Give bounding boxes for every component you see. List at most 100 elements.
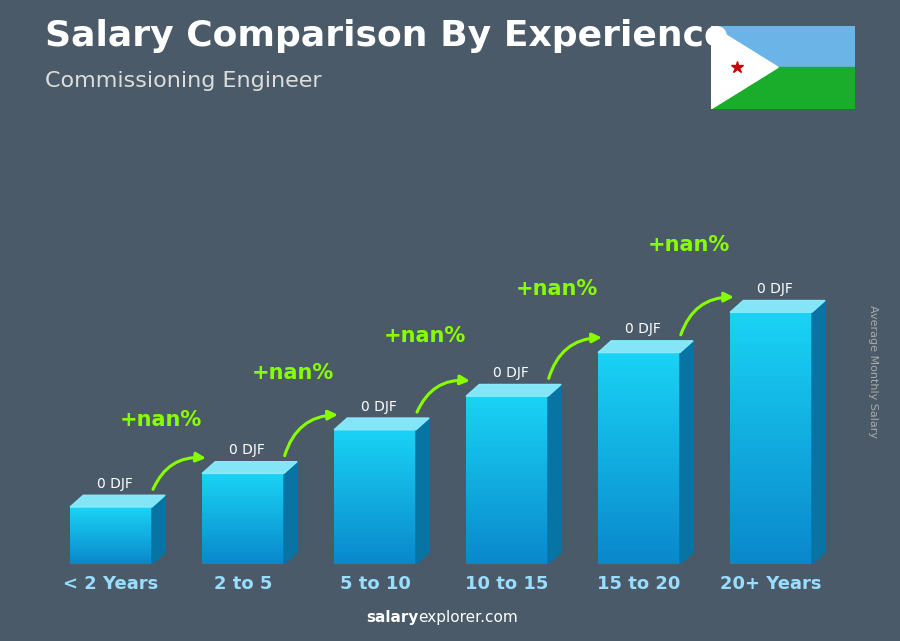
- Polygon shape: [680, 341, 693, 564]
- Bar: [730, 493, 812, 497]
- Bar: [202, 532, 284, 534]
- Polygon shape: [598, 341, 693, 353]
- Bar: [202, 552, 284, 553]
- Bar: [730, 371, 812, 375]
- Bar: [598, 515, 680, 518]
- Polygon shape: [466, 385, 561, 396]
- Bar: [202, 492, 284, 493]
- Bar: [202, 508, 284, 510]
- Bar: [730, 543, 812, 547]
- Bar: [70, 538, 152, 539]
- Bar: [334, 470, 416, 472]
- Bar: [334, 506, 416, 508]
- Bar: [730, 367, 812, 371]
- Polygon shape: [711, 26, 778, 109]
- Bar: [70, 522, 152, 523]
- Bar: [466, 558, 548, 562]
- Bar: [70, 549, 152, 550]
- Bar: [730, 526, 812, 531]
- Bar: [202, 490, 284, 492]
- Bar: [202, 506, 284, 508]
- Text: 0 DJF: 0 DJF: [757, 282, 793, 296]
- Bar: [334, 461, 416, 463]
- Bar: [730, 535, 812, 539]
- Bar: [202, 487, 284, 488]
- Bar: [334, 481, 416, 483]
- Bar: [202, 510, 284, 512]
- Bar: [202, 547, 284, 549]
- Bar: [466, 402, 548, 404]
- Bar: [202, 537, 284, 538]
- Bar: [70, 553, 152, 554]
- Bar: [334, 443, 416, 445]
- Bar: [70, 541, 152, 542]
- Bar: [466, 522, 548, 525]
- Bar: [466, 472, 548, 474]
- Bar: [70, 540, 152, 541]
- Bar: [202, 531, 284, 532]
- Bar: [334, 492, 416, 495]
- Bar: [730, 472, 812, 476]
- Bar: [598, 476, 680, 479]
- Bar: [466, 452, 548, 455]
- Bar: [598, 518, 680, 522]
- Bar: [334, 441, 416, 443]
- Text: Commissioning Engineer: Commissioning Engineer: [45, 71, 321, 90]
- Bar: [334, 486, 416, 488]
- Bar: [202, 488, 284, 490]
- Bar: [202, 542, 284, 543]
- Bar: [334, 549, 416, 551]
- Bar: [202, 496, 284, 497]
- Bar: [730, 442, 812, 447]
- Bar: [202, 514, 284, 516]
- Bar: [598, 409, 680, 413]
- Bar: [730, 337, 812, 342]
- Bar: [730, 480, 812, 485]
- Bar: [466, 497, 548, 500]
- Bar: [598, 433, 680, 437]
- Bar: [466, 433, 548, 435]
- Bar: [598, 423, 680, 427]
- Bar: [730, 488, 812, 493]
- Bar: [202, 546, 284, 547]
- Bar: [202, 563, 284, 564]
- Bar: [202, 535, 284, 537]
- Polygon shape: [334, 418, 429, 429]
- Bar: [334, 479, 416, 481]
- Bar: [466, 419, 548, 421]
- Bar: [70, 527, 152, 528]
- Bar: [730, 421, 812, 426]
- Bar: [70, 562, 152, 563]
- Bar: [70, 526, 152, 527]
- Bar: [70, 558, 152, 560]
- Bar: [730, 342, 812, 346]
- Text: 0 DJF: 0 DJF: [97, 477, 133, 491]
- Bar: [202, 560, 284, 561]
- Bar: [730, 438, 812, 442]
- Bar: [466, 531, 548, 533]
- Bar: [70, 563, 152, 564]
- Bar: [598, 494, 680, 497]
- Bar: [202, 479, 284, 481]
- Bar: [598, 370, 680, 374]
- Bar: [598, 356, 680, 360]
- Text: 0 DJF: 0 DJF: [229, 444, 265, 457]
- Bar: [598, 546, 680, 550]
- Bar: [202, 544, 284, 546]
- Polygon shape: [70, 495, 165, 507]
- Polygon shape: [812, 301, 825, 564]
- Bar: [598, 472, 680, 476]
- Bar: [334, 524, 416, 526]
- Bar: [70, 515, 152, 517]
- Bar: [70, 524, 152, 525]
- Polygon shape: [548, 385, 561, 564]
- Bar: [466, 550, 548, 553]
- Bar: [466, 427, 548, 429]
- Bar: [730, 392, 812, 396]
- Bar: [730, 556, 812, 560]
- Bar: [730, 513, 812, 518]
- Bar: [730, 404, 812, 409]
- Bar: [466, 547, 548, 550]
- Bar: [70, 537, 152, 538]
- Bar: [466, 466, 548, 469]
